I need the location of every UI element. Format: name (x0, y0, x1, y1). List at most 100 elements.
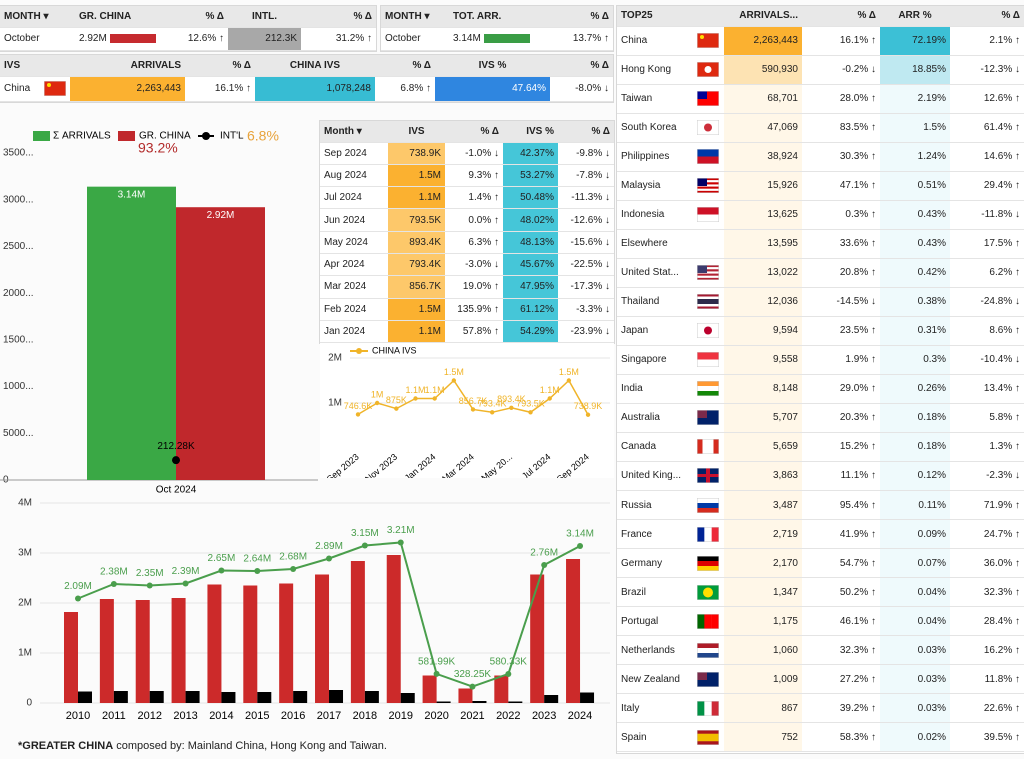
table-row: South Korea 47,069 83.5% ↑ 1.5% 61.4% ↑ (617, 113, 1024, 143)
flag-stripe (697, 180, 719, 183)
flag-cell (692, 577, 724, 608)
table-cell: 39.2% ↑ (802, 693, 880, 724)
cell-text: 0.42% (917, 267, 946, 279)
table-cell: 590,930 (724, 55, 802, 85)
cell-text: 2.1% ↑ (989, 35, 1020, 47)
column-header: % Δ (445, 121, 503, 143)
cell-text: 31.2% ↑ (335, 33, 372, 44)
table-cell: 61.12% (503, 298, 558, 321)
data-point (75, 595, 81, 602)
x-tick-label: 2018 (353, 710, 377, 722)
table-cell: 58.3% ↑ (802, 722, 880, 753)
data-label: 2.68M (279, 552, 307, 563)
cell-text: 50.2% ↑ (839, 586, 876, 598)
bar (207, 584, 222, 703)
flag-stripe (697, 560, 719, 566)
cell-text: 9,558 (772, 354, 798, 366)
table-cell: 0.3% ↑ (802, 200, 880, 230)
table-cell: 1,078,248 (255, 76, 375, 102)
flag-border (697, 526, 719, 542)
cell-text: 2.92M (79, 33, 107, 44)
bar (458, 688, 473, 703)
share-annotation: 93.2% (138, 140, 178, 156)
bar (257, 692, 272, 703)
x-tick-label: 2024 (568, 710, 592, 722)
cell-text: -3.3% ↓ (576, 303, 610, 315)
data-point (547, 396, 552, 401)
table-cell: 30.3% ↑ (802, 142, 880, 172)
bar (364, 691, 379, 703)
cell-text: 15.2% ↑ (839, 441, 876, 453)
cell-text: 45.67% (520, 259, 554, 271)
cell-text: 0.26% (917, 383, 946, 395)
table-cell: 6.8% ↑ (375, 76, 435, 102)
column-header: ARR % (880, 6, 950, 27)
table-cell: Apr 2024 (320, 253, 388, 277)
x-tick-label: May 20... (479, 452, 514, 478)
y-tick-label: 4M (18, 498, 32, 509)
cell-text: Jun 2024 (324, 214, 366, 226)
table-cell: 5,707 (724, 403, 802, 433)
x-tick-label: Nov 2023 (363, 452, 399, 478)
table-cell: 16.1% ↑ (185, 76, 255, 102)
header-row: Month ▾ IVS% Δ IVS %% Δ (320, 121, 614, 143)
cell-text: 893.4K (409, 236, 441, 248)
flag-cell (692, 548, 724, 579)
table-cell: -14.5% ↓ (802, 287, 880, 317)
flag-stripe (697, 497, 719, 503)
table-cell: Taiwan (617, 84, 692, 114)
cell-text: 19.0% ↑ (462, 281, 499, 293)
table-cell: 32.3% ↑ (950, 577, 1024, 608)
table-cell: -7.8% ↓ (558, 164, 614, 188)
column-header[interactable]: Month ▾ (320, 121, 388, 143)
data-point (470, 407, 476, 412)
flag-cell (692, 26, 724, 56)
table-cell: Mar 2024 (320, 275, 388, 299)
cell-text: 32.3% ↑ (839, 644, 876, 656)
data-point (218, 567, 225, 574)
cell-text: 8,148 (772, 383, 798, 395)
flag-icon (697, 381, 719, 397)
cell-text: 16.2% ↑ (983, 644, 1020, 656)
legend-label: Σ ARRIVALS (53, 131, 111, 142)
cell-text: 54.29% (520, 326, 554, 338)
table-cell: 11.8% ↑ (950, 664, 1024, 695)
cell-text: -22.5% ↓ (570, 259, 610, 271)
column-header[interactable]: MONTH ▾ (381, 6, 449, 28)
column-header: ARRIVALS... (724, 6, 802, 27)
data-label: 793.5K (516, 399, 545, 409)
cell-text: -17.3% ↓ (570, 281, 610, 293)
table-cell: 27.2% ↑ (802, 664, 880, 695)
table-cell: Germany (617, 548, 692, 579)
data-label: 2.92M (207, 210, 235, 221)
table-row: India 8,148 29.0% ↑ 0.26% 13.4% ↑ (617, 374, 1024, 404)
table-cell: Japan (617, 316, 692, 346)
table-cell: 16.2% ↑ (950, 635, 1024, 666)
cell-text: 28.0% ↑ (839, 93, 876, 105)
cell-text: -23.9% ↓ (570, 326, 610, 338)
data-point (182, 580, 189, 587)
column-header: % Δ (375, 55, 435, 77)
column-header[interactable]: MONTH ▾ (0, 6, 75, 28)
footnote-text: composed by: Mainland China, Hong Kong a… (113, 740, 387, 752)
flag-stripe (697, 271, 719, 275)
data-label: 2.35M (136, 568, 164, 579)
table-cell: 0.43% (880, 200, 950, 230)
flag-stripe (697, 269, 719, 272)
cell-text: Hong Kong (621, 64, 672, 76)
flag-border (697, 33, 719, 49)
cell-text: 29.0% ↑ (839, 383, 876, 395)
table-cell: Thailand (617, 287, 692, 317)
table-cell: 28.0% ↑ (802, 84, 880, 114)
flag-cell (692, 461, 724, 492)
flag-cell (692, 490, 724, 521)
cell-text: -7.8% ↓ (576, 169, 610, 181)
table-cell: 13,022 (724, 258, 802, 288)
cell-text: Spain (621, 731, 647, 743)
bar (149, 691, 164, 703)
flag-stripe (697, 178, 719, 181)
table-cell: 0.11% (880, 490, 950, 521)
table-cell: 0.18% (880, 432, 950, 462)
flag-stripe (697, 741, 719, 745)
cell-text: 13.4% ↑ (983, 383, 1020, 395)
